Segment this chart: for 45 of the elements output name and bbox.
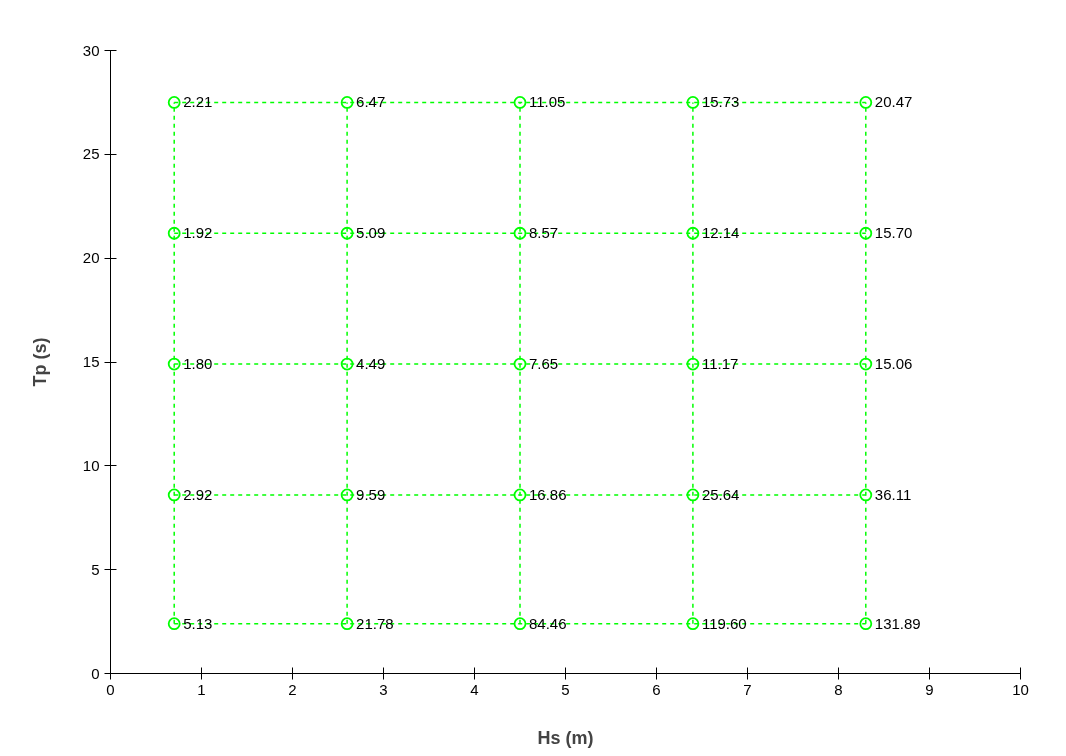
annotation: 7.65 xyxy=(529,355,559,373)
annotation: 6.47 xyxy=(356,93,386,111)
x-tick-label: 2 xyxy=(288,680,297,698)
y-tick-label: 0 xyxy=(91,664,100,682)
y-tick-label: 15 xyxy=(82,353,100,370)
x-tick-label: 3 xyxy=(379,680,388,698)
x-tick-label: 0 xyxy=(106,680,115,698)
x-tick-label: 6 xyxy=(652,680,661,698)
annotation: 36.11 xyxy=(874,485,912,503)
annotation: 4.49 xyxy=(356,355,386,373)
annotation: 5.13 xyxy=(183,614,213,632)
annotation: 5.09 xyxy=(356,224,386,242)
x-tick-label: 9 xyxy=(925,680,934,698)
x-tick-label: 5 xyxy=(561,680,570,698)
x-tick-label: 7 xyxy=(743,680,752,698)
y-tick-label: 30 xyxy=(82,41,100,59)
annotation: 2.21 xyxy=(183,93,213,111)
annotation: 131.89 xyxy=(874,614,921,632)
annotation: 15.06 xyxy=(874,355,913,373)
annotation: 25.64 xyxy=(701,485,740,503)
x-tick-label: 8 xyxy=(834,680,843,698)
annotation: 9.59 xyxy=(356,485,386,503)
annotation: 21.78 xyxy=(356,614,394,632)
annotation: 119.60 xyxy=(701,614,747,632)
x-tick-label: 10 xyxy=(1012,680,1029,698)
annotation: 1.80 xyxy=(183,355,213,373)
annotation: 11.17 xyxy=(701,355,739,373)
annotation: 20.47 xyxy=(874,93,913,111)
annotation: 15.73 xyxy=(701,93,740,111)
y-tick-label: 10 xyxy=(82,456,100,474)
annotation: 15.70 xyxy=(874,224,913,242)
annotation: 11.05 xyxy=(529,93,566,111)
annotation: 8.57 xyxy=(529,224,559,242)
x-axis-title: Hs (m) xyxy=(537,727,594,748)
annotation: 1.92 xyxy=(183,224,213,242)
y-axis-title: Tp (s) xyxy=(29,337,50,387)
annotation: 84.46 xyxy=(529,614,567,632)
annotation: 12.14 xyxy=(701,224,740,242)
annotation: 16.86 xyxy=(529,485,567,503)
annotation: 2.92 xyxy=(183,485,213,503)
x-tick-label: 1 xyxy=(197,680,206,698)
x-tick-label: 4 xyxy=(470,680,479,698)
y-tick-label: 5 xyxy=(91,560,100,578)
y-tick-label: 25 xyxy=(82,145,100,163)
y-tick-label: 20 xyxy=(82,249,100,267)
